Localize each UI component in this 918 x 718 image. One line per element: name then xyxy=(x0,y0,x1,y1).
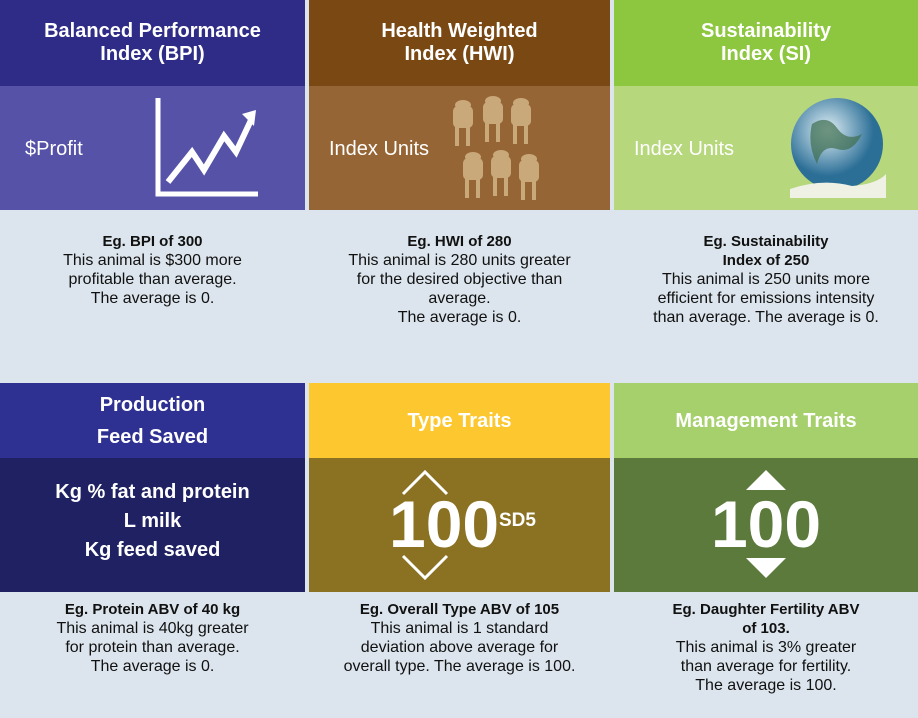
card-body: Index Units xyxy=(309,86,610,210)
card-header: Management Traits xyxy=(614,383,918,458)
example-line: Eg. Protein ABV of 40 kg xyxy=(0,600,305,619)
description-line: efficient for emissions intensity xyxy=(614,289,918,308)
header-line: Type Traits xyxy=(407,405,511,437)
example-line: Eg. Overall Type ABV of 105 xyxy=(309,600,610,619)
description-line: The average is 100. xyxy=(614,676,918,695)
description-line: This animal is $300 more xyxy=(0,251,305,270)
header-line: Sustainability xyxy=(701,20,831,43)
example-line: of 103. xyxy=(614,619,918,638)
unit-line: Kg % fat and protein xyxy=(0,478,305,507)
triangles-icon xyxy=(736,458,796,592)
description-line: average. xyxy=(309,289,610,308)
example-line: Eg. Sustainability xyxy=(614,232,918,251)
unit-line: Kg feed saved xyxy=(0,536,305,565)
header-line: Index (SI) xyxy=(721,43,811,66)
chart-icon xyxy=(152,94,262,204)
cows-icon xyxy=(449,92,559,207)
header-line: Feed Saved xyxy=(97,421,208,453)
unit-line: L milk xyxy=(0,507,305,536)
example-line: Eg. BPI of 300 xyxy=(0,232,305,251)
description-line: This animal is 1 standard xyxy=(309,619,610,638)
description-line: This animal is 250 units more xyxy=(614,270,918,289)
description-line: overall type. The average is 100. xyxy=(309,657,610,676)
chevrons-icon xyxy=(395,458,455,592)
example-line: Eg. HWI of 280 xyxy=(309,232,610,251)
card-body: Index Units xyxy=(614,86,918,210)
description-line: The average is 0. xyxy=(309,308,610,327)
example-line: Eg. Daughter Fertility ABV xyxy=(614,600,918,619)
card-header: Type Traits xyxy=(309,383,610,458)
description-line: than average for fertility. xyxy=(614,657,918,676)
description-line: The average is 0. xyxy=(0,289,305,308)
header-line: Production xyxy=(100,389,206,421)
unit-label: $Profit xyxy=(25,138,83,161)
description-line: for protein than average. xyxy=(0,638,305,657)
infographic: Balanced PerformanceIndex (BPI) $Profit Eg… xyxy=(0,0,918,718)
card-body: $Profit xyxy=(0,86,305,210)
description-line: This animal is 40kg greater xyxy=(0,619,305,638)
description-line: than average. The average is 0. xyxy=(614,308,918,327)
header-line: Management Traits xyxy=(675,405,856,437)
sub-value: SD5 xyxy=(499,510,536,532)
description-line: for the desired objective than xyxy=(309,270,610,289)
globe-icon xyxy=(782,94,892,209)
unit-label: Index Units xyxy=(634,138,734,161)
example-line: Index of 250 xyxy=(614,251,918,270)
header-line: Index (BPI) xyxy=(100,43,204,66)
header-line: Index (HWI) xyxy=(405,43,515,66)
description-line: This animal is 3% greater xyxy=(614,638,918,657)
card-body: 100 xyxy=(614,458,918,592)
unit-label: Index Units xyxy=(329,138,429,161)
header-line: Health Weighted xyxy=(381,20,537,43)
description-line: deviation above average for xyxy=(309,638,610,657)
description-line: profitable than average. xyxy=(0,270,305,289)
description-line: The average is 0. xyxy=(0,657,305,676)
header-line: Balanced Performance xyxy=(44,20,261,43)
description-line: This animal is 280 units greater xyxy=(309,251,610,270)
